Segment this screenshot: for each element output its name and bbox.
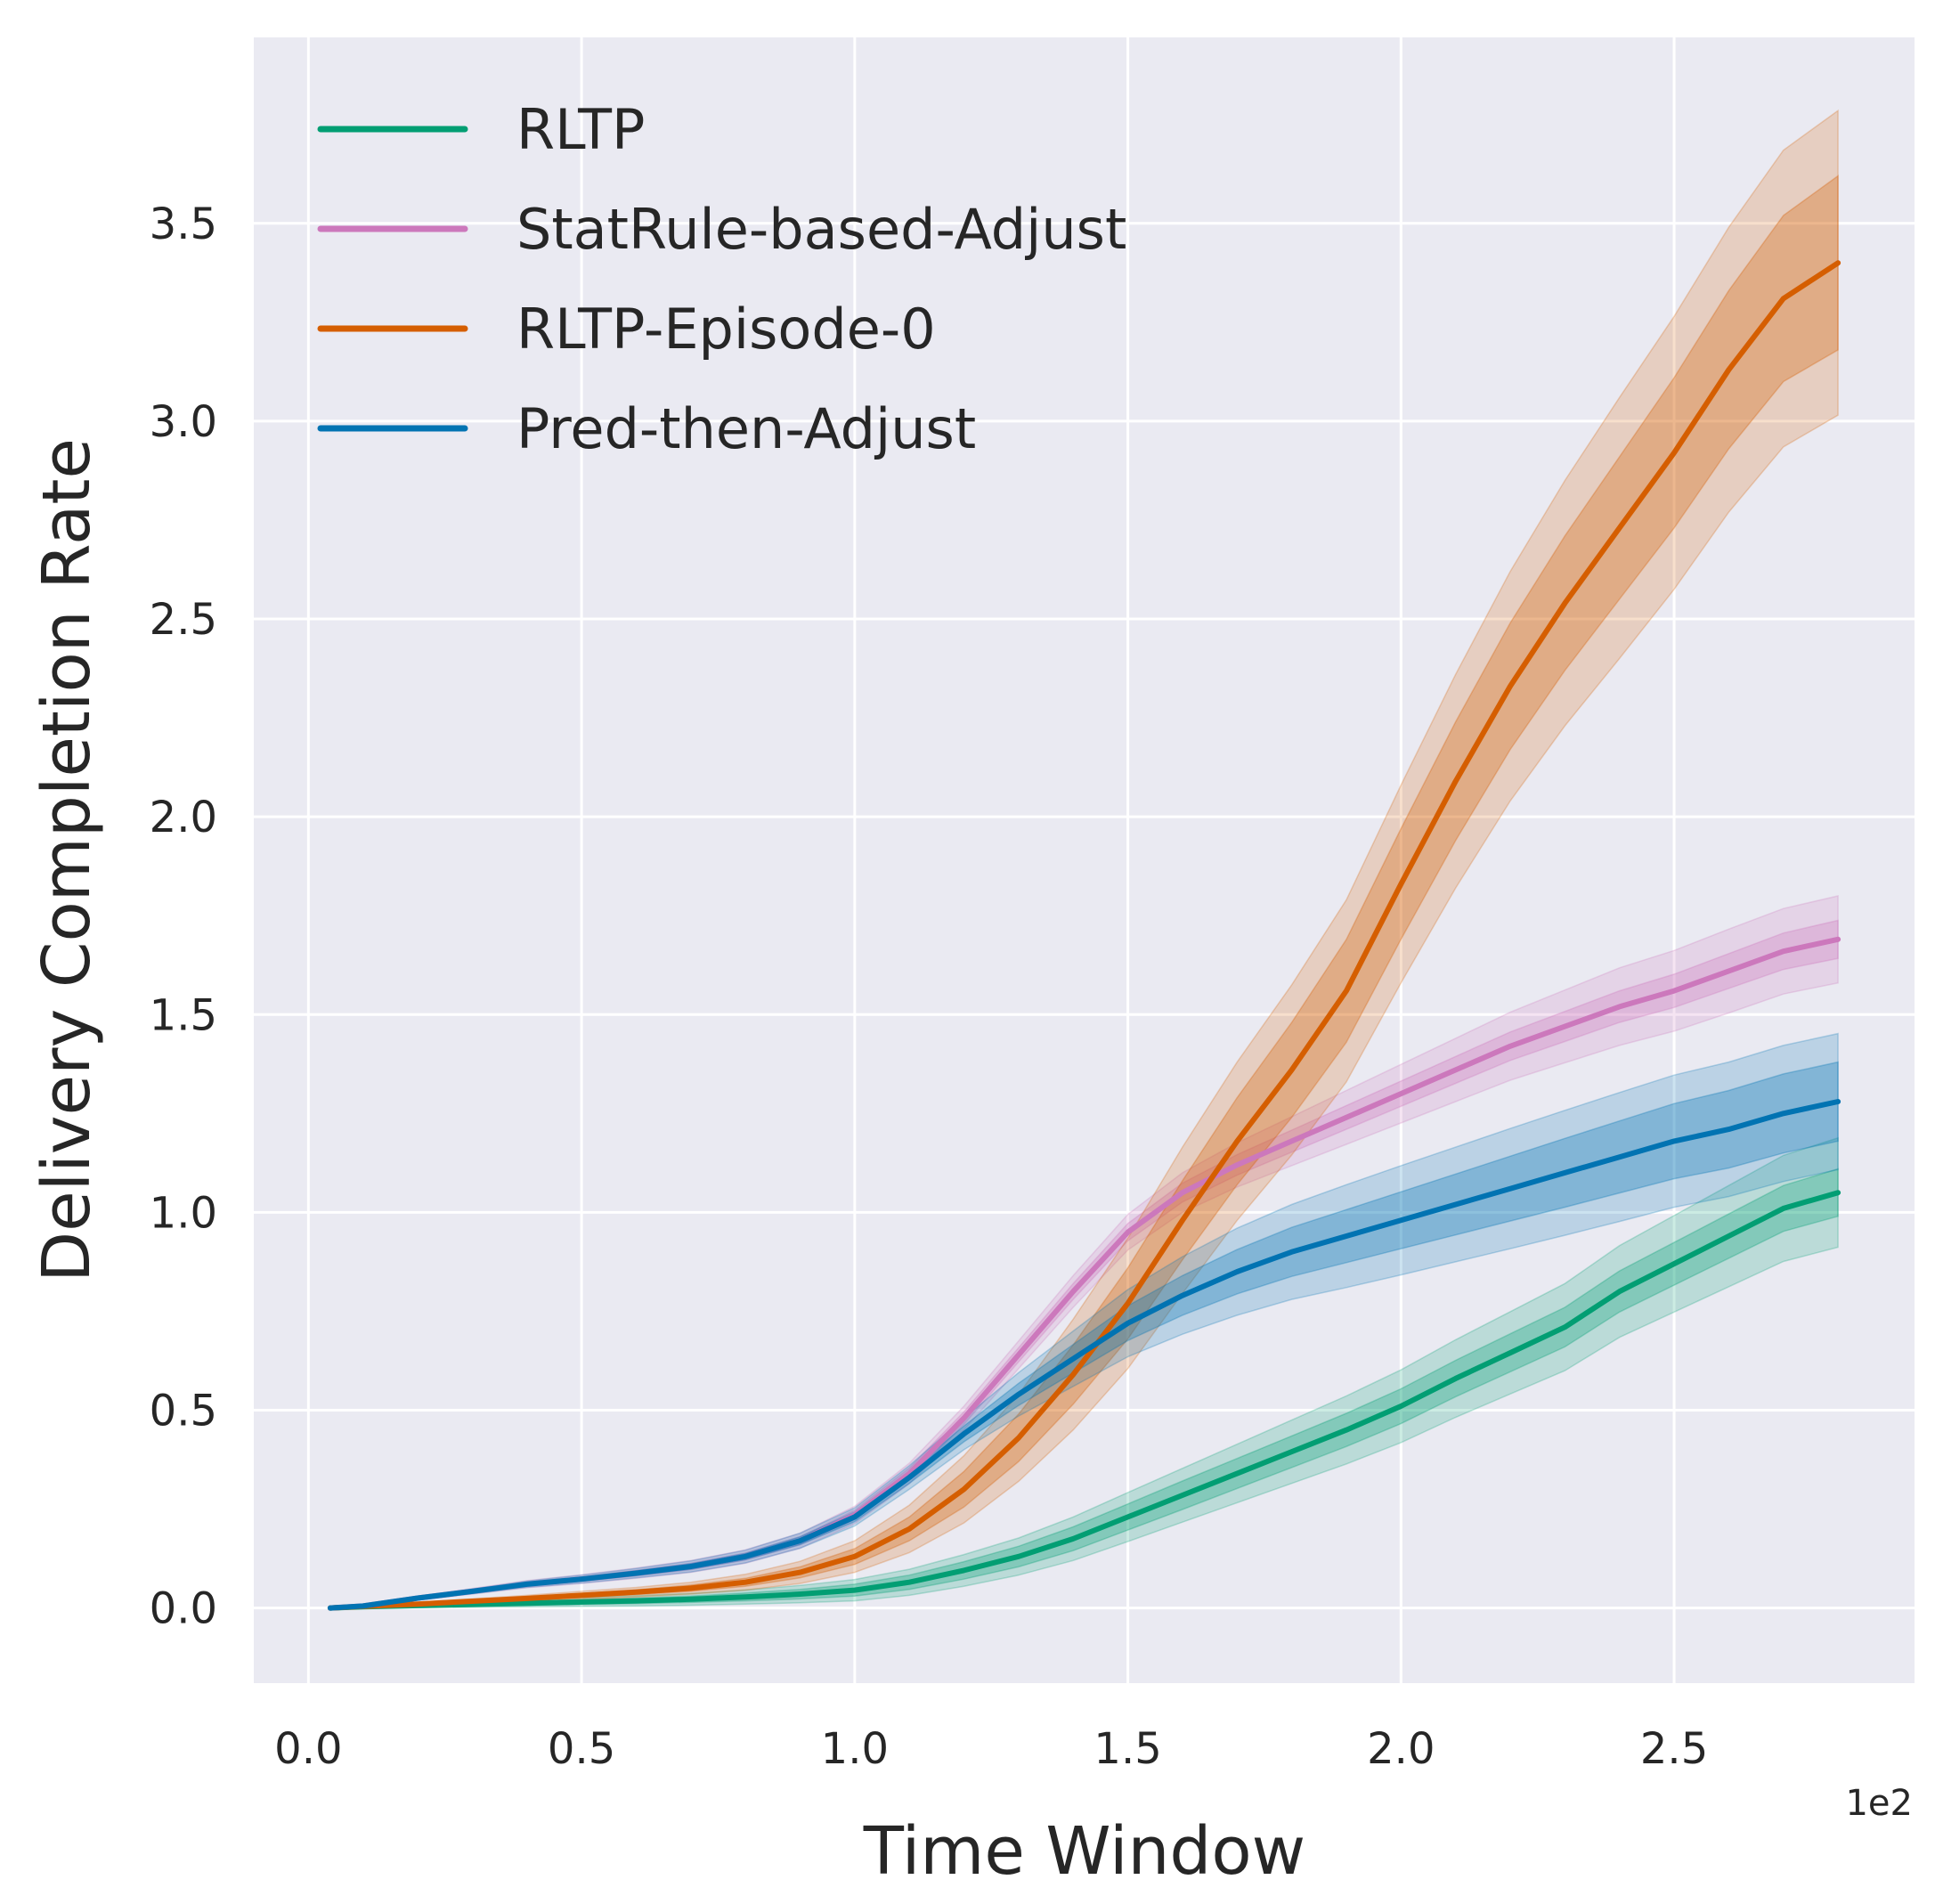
y-gridlines (254, 222, 1915, 1610)
legend-label-statrule-based-adjust: StatRule-based-Adjust (516, 197, 1126, 262)
legend-label-pred-then-adjust: Pred-then-Adjust (516, 396, 976, 461)
x-tick-label: 1.5 (1093, 1724, 1161, 1774)
legend-label-rltp-episode-0: RLTP-Episode-0 (516, 297, 936, 362)
x-tick-label: 0.0 (274, 1724, 342, 1774)
x-offset-label: 1e2 (1845, 1783, 1913, 1824)
y-tick-label: 1.5 (150, 990, 217, 1040)
x-tick-label: 1.0 (821, 1724, 889, 1774)
pred-then-adjust-line (327, 1099, 1841, 1611)
plot-background (254, 37, 1915, 1683)
x-tick-label: 2.5 (1640, 1724, 1708, 1774)
x-tick-label: 2.0 (1367, 1724, 1435, 1774)
y-axis-title: Delivery Completion Rate (28, 438, 105, 1282)
y-tick-label: 0.0 (150, 1584, 217, 1634)
y-tick-label: 0.5 (150, 1386, 217, 1436)
y-tick-label: 3.5 (150, 199, 217, 249)
rltp-episode-0-line (327, 260, 1841, 1611)
y-tick-label: 2.0 (150, 793, 217, 842)
y-tick-label: 3.0 (150, 397, 217, 447)
series-lines (327, 260, 1841, 1611)
y-tick-label: 1.0 (150, 1188, 217, 1238)
legend-label-rltp: RLTP (516, 97, 645, 162)
legend: RLTP StatRule-based-Adjust RLTP-Episode-0 P… (317, 97, 1126, 461)
x-axis-title: Time Window (863, 1813, 1305, 1890)
x-tick-labels: 0.0 0.5 1.0 1.5 2.0 2.5 (274, 1724, 1708, 1774)
y-tick-labels: 0.0 0.5 1.0 1.5 2.0 2.5 3.0 3.5 (150, 199, 217, 1634)
y-tick-label: 2.5 (150, 595, 217, 645)
x-tick-label: 0.5 (548, 1724, 615, 1774)
rltp-line (327, 1190, 1841, 1611)
